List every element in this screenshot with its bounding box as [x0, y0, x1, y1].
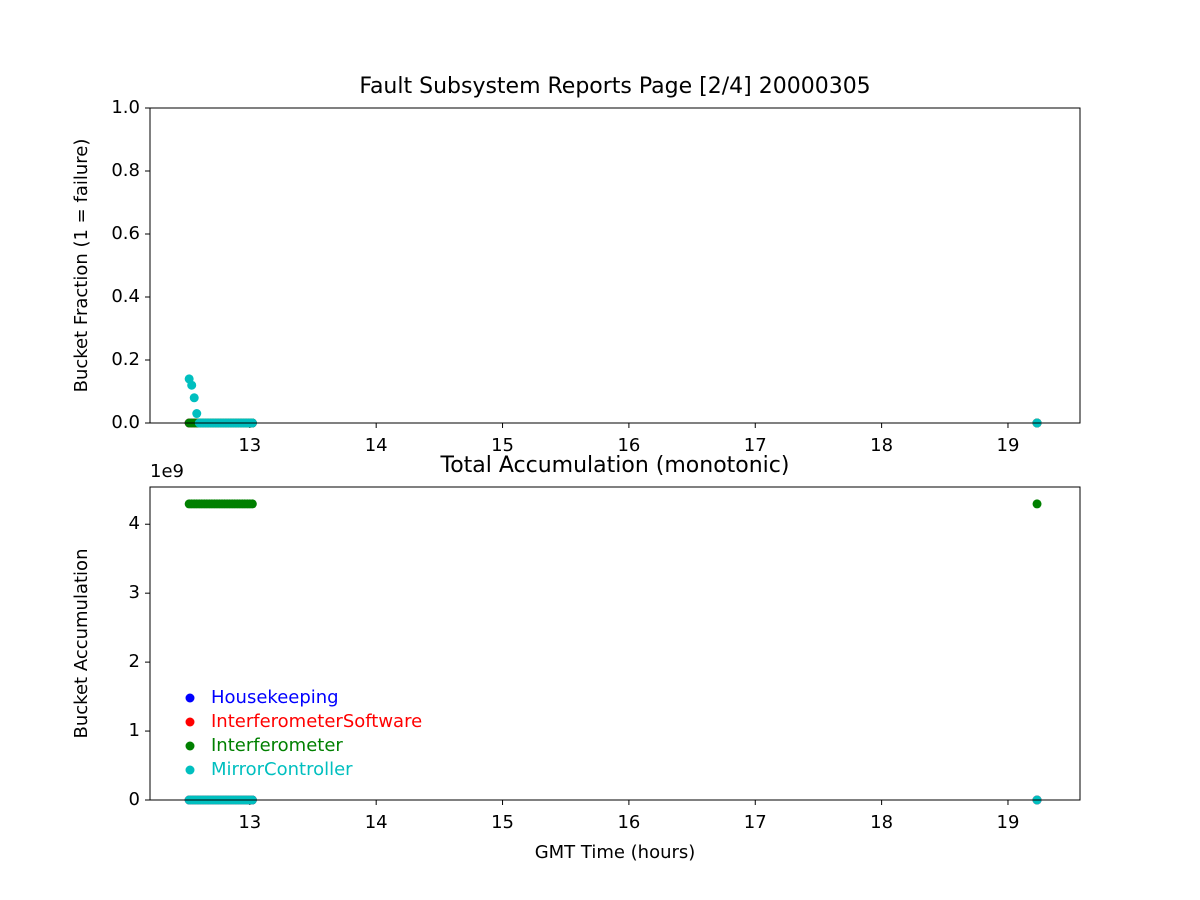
y-tick-label: 3: [129, 582, 140, 603]
x-tick-label: 15: [491, 812, 514, 833]
y-axis-label: Bucket Fraction (1 = failure): [71, 139, 92, 393]
x-tick-label: 19: [997, 812, 1020, 833]
y-offset-label: 1e9: [150, 461, 184, 482]
x-tick-label: 13: [238, 435, 261, 456]
x-tick-label: 19: [997, 435, 1020, 456]
x-tick-label: 17: [744, 812, 767, 833]
x-tick-label: 16: [617, 435, 640, 456]
legend-label: Housekeeping: [211, 687, 339, 708]
chart-title: Total Accumulation (monotonic): [440, 453, 790, 478]
axes-frame: [149, 486, 1081, 801]
y-tick-label: 4: [129, 513, 140, 534]
axes-frame: [149, 107, 1081, 424]
point: [247, 499, 257, 509]
y-tick-label: 0: [129, 789, 140, 810]
legend-marker: [185, 741, 195, 751]
y-tick-label: 0.6: [111, 223, 140, 244]
x-tick-label: 17: [744, 435, 767, 456]
legend-marker: [185, 765, 195, 775]
y-tick-label: 1.0: [111, 97, 140, 118]
x-tick-label: 14: [365, 812, 388, 833]
legend-label: InterferometerSoftware: [211, 711, 422, 732]
x-axis-label: GMT Time (hours): [535, 842, 696, 863]
legend-label: Interferometer: [211, 735, 343, 756]
y-tick-label: 0.2: [111, 349, 140, 370]
y-tick-label: 0.8: [111, 160, 140, 181]
point: [189, 393, 199, 403]
legend-label: MirrorController: [211, 759, 353, 780]
x-tick-label: 16: [617, 812, 640, 833]
x-tick-label: 13: [238, 812, 261, 833]
x-tick-label: 14: [365, 435, 388, 456]
y-tick-label: 2: [129, 651, 140, 672]
x-tick-label: 15: [491, 435, 514, 456]
y-axis-label: Bucket Accumulation: [71, 549, 92, 739]
point: [187, 380, 197, 390]
point: [192, 409, 202, 419]
y-tick-label: 0.4: [111, 286, 140, 307]
x-tick-label: 18: [870, 435, 893, 456]
legend-marker: [185, 717, 195, 727]
y-tick-label: 1: [129, 720, 140, 741]
y-tick-label: 0.0: [111, 412, 140, 433]
chart-title: Fault Subsystem Reports Page [2/4] 20000…: [359, 74, 870, 99]
x-tick-label: 18: [870, 812, 893, 833]
legend-marker: [185, 693, 195, 703]
point: [1032, 499, 1042, 509]
